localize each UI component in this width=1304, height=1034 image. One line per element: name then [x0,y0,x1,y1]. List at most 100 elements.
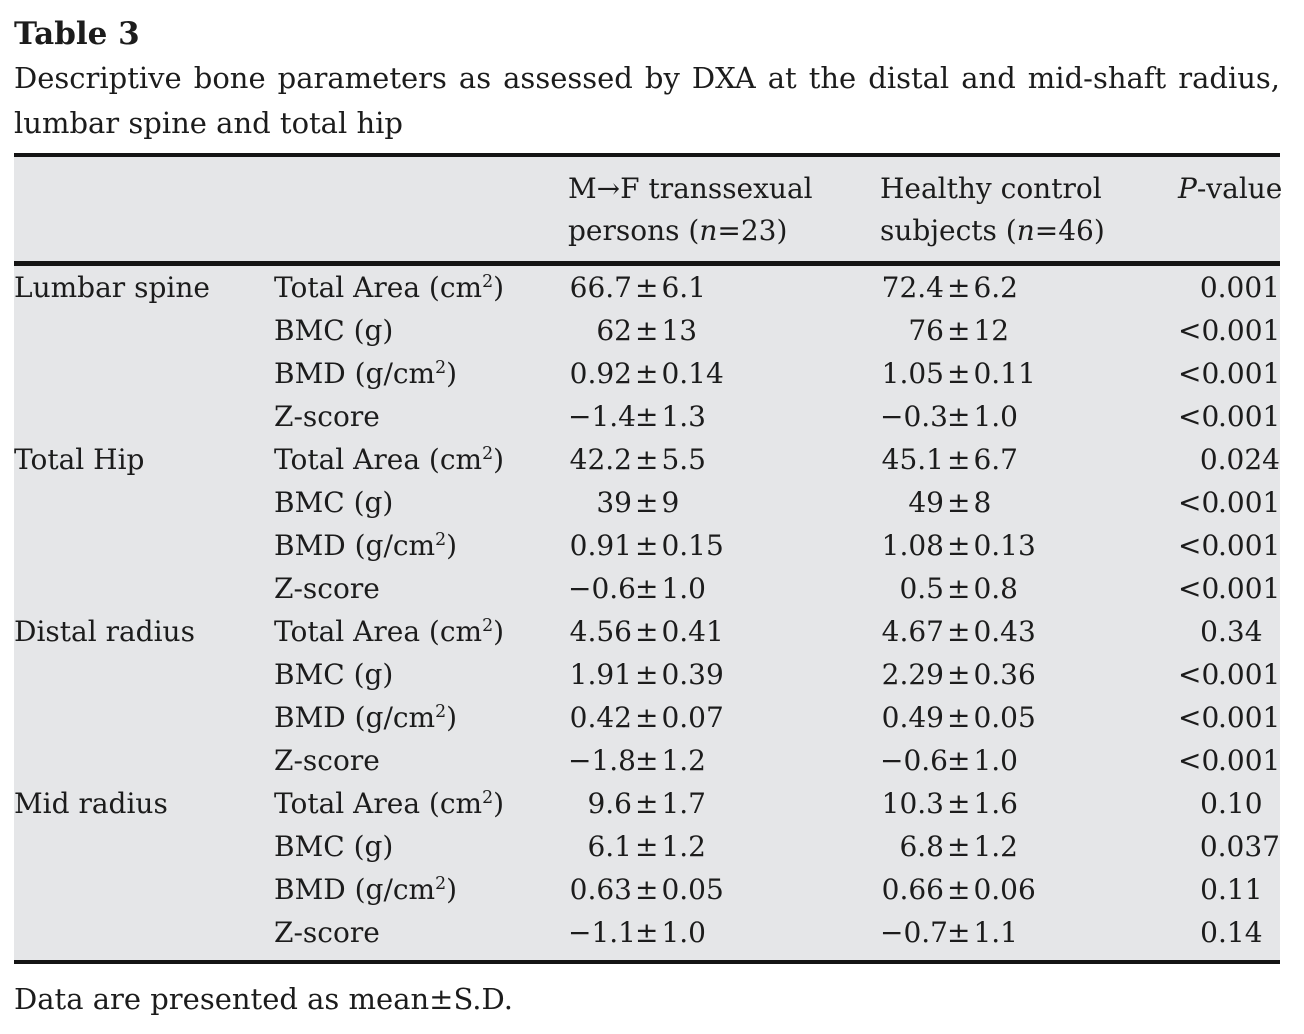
parameter-cell: Total Area (cm2) [274,615,505,648]
value-sd: 8 [973,486,992,519]
region-cell [14,653,274,696]
value-sd: 0.8 [973,572,1018,605]
value-mean: 0.66 [881,873,944,906]
value-sd: 0.13 [973,529,1036,562]
table-row: Mid radius Total Area (cm2) 9.6 ±1.7 10.3 ±1.… [14,782,1280,825]
control-value-cell: 1.08 ±0.13 [880,524,1178,572]
table-row: Total Hip Total Area (cm2) 42.2 ±5.5 45.1 ±6.… [14,438,1280,481]
region-cell [14,395,274,438]
value-sd: 6.7 [973,443,1018,476]
control-value-cell: 0.66 ±0.06 [880,868,1178,916]
parameter-cell: BMC (g) [274,830,394,863]
control-value-cell: 45.1 ±6.7 [880,438,1178,486]
value-sd: 9 [661,486,680,519]
p-value-cell: <0.001 [1178,696,1280,744]
p-value-decimals: .001 [1218,314,1281,347]
value-mean: 0.49 [881,701,944,734]
value-sd: 1.0 [661,572,706,605]
caption-line-2: lumbar spine and total hip [14,106,403,140]
plus-minus-sign: ± [947,357,971,390]
transsexual-value-cell: −1.4 ±1.3 [568,395,880,438]
p-value-integer: <0 [1178,701,1220,734]
parameter-cell: BMD (g/cm2) [274,529,458,562]
table-header-row: M→F transsexual persons (n=23) Healthy c… [14,157,1282,266]
control-value-cell: 10.3 ±1.6 [880,782,1178,830]
region-cell [14,567,274,610]
transsexual-value-cell: −1.8 ±1.2 [568,739,880,782]
value-mean: 62 [596,314,632,347]
value-sd: 1.0 [661,916,706,949]
p-value-integer: 0 [1199,443,1218,476]
value-mean: −1.8 [568,744,636,777]
value-sd: 12 [973,314,1010,347]
value-mean: 4.56 [569,615,632,648]
value-sd: 0.05 [661,873,724,906]
p-value-decimals: .001 [1218,529,1281,562]
value-mean: 10.3 [881,787,944,820]
plus-minus-sign: ± [947,529,971,562]
parameter-cell: BMD (g/cm2) [274,357,458,390]
header-control-line2: subjects (n=46) [880,214,1105,247]
p-value-cell: <0.001 [1178,524,1280,572]
p-value-decimals: .10 [1218,787,1263,820]
value-mean: 76 [908,314,944,347]
value-sd: 1.0 [973,400,1018,433]
header-control-cell: Healthy control subjects (n=46) [880,168,1178,252]
p-value-cell: <0.001 [1178,567,1280,610]
p-value-cell: 0.024 [1178,438,1280,486]
plus-minus-sign: ± [947,271,971,304]
table-row: BMD (g/cm2) 0.92 ±0.14 1.05 ±0.11 <0.001 [14,352,1280,395]
p-value-cell: <0.001 [1178,352,1280,400]
value-sd: 0.05 [973,701,1036,734]
p-value-decimals: .14 [1218,916,1263,949]
value-sd: 0.06 [973,873,1036,906]
p-value-decimals: .11 [1218,873,1263,906]
transsexual-value-cell: 9.6 ±1.7 [568,782,880,830]
parameter-cell: BMD (g/cm2) [274,701,458,734]
value-sd: 0.15 [661,529,724,562]
plus-minus-sign: ± [635,787,659,820]
plus-minus-sign: ± [947,443,971,476]
value-mean: 49 [908,486,944,519]
region-cell [14,524,274,572]
value-mean: 4.67 [881,615,944,648]
p-value-cell: 0.037 [1178,825,1280,868]
value-mean: 1.05 [881,357,944,390]
p-value-integer: <0 [1178,529,1220,562]
control-value-cell: 1.05 ±0.11 [880,352,1178,400]
value-mean: 9.6 [587,787,632,820]
value-sd: 5.5 [661,443,706,476]
parameter-cell: Z-score [274,400,380,433]
plus-minus-sign: ± [635,615,659,648]
footnote: Data are presented as mean±S.D. [14,982,513,1016]
p-value-decimals: .001 [1218,400,1281,433]
region-cell: Distal radius [14,615,195,648]
p-value-integer: 0 [1200,787,1218,820]
plus-minus-sign: ± [947,744,971,777]
value-mean: 0.63 [569,873,632,906]
plus-minus-sign: ± [635,830,659,863]
control-value-cell: 6.8 ±1.2 [880,825,1178,868]
data-table: M→F transsexual persons (n=23) Healthy c… [14,153,1282,964]
table-row: Z-score −0.6 ±1.0 0.5 ±0.8 <0.001 [14,567,1280,610]
region-cell [14,352,274,400]
value-mean: 2.29 [881,658,944,691]
value-mean: −0.7 [880,916,948,949]
value-sd: 1.6 [973,787,1018,820]
control-value-cell: −0.3 ±1.0 [880,395,1178,438]
parameter-cell: Total Area (cm2) [274,271,505,304]
control-value-cell: 72.4 ±6.2 [880,266,1178,314]
plus-minus-sign: ± [947,873,971,906]
table-row: Z-score −1.4 ±1.3 −0.3 ±1.0 <0.001 [14,395,1280,438]
value-sd: 6.1 [661,271,706,304]
parameter-cell: Z-score [274,572,380,605]
value-sd: 1.2 [973,830,1018,863]
value-mean: −0.6 [880,744,948,777]
p-value-integer: 0 [1200,916,1218,949]
value-sd: 0.11 [973,357,1036,390]
parameter-cell: BMD (g/cm2) [274,873,458,906]
value-sd: 0.41 [661,615,724,648]
value-sd: 1.2 [661,744,706,777]
table-row: BMC (g) 62 ±13 76 ±12 <0.001 [14,309,1280,352]
transsexual-value-cell: 4.56 ±0.41 [568,610,880,658]
